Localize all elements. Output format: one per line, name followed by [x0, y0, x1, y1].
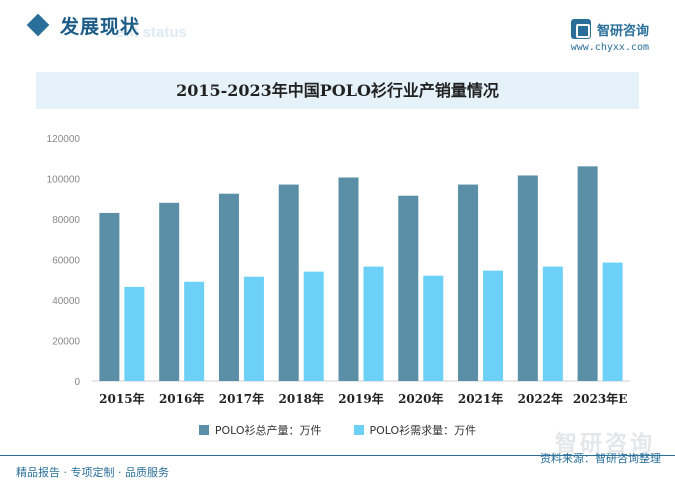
bar-production-8 — [577, 166, 598, 381]
bar-production-7 — [517, 175, 538, 381]
x-tick-label-7: 2022年 — [518, 391, 563, 406]
x-tick-label-8: 2023年E — [573, 391, 628, 406]
bar-demand-5 — [423, 275, 444, 381]
x-tick-label-3: 2018年 — [279, 391, 324, 406]
bar-demand-0 — [124, 286, 145, 381]
footer-source: 资料来源：智研咨询整理 — [540, 452, 661, 465]
brand-logo-icon — [570, 19, 591, 39]
bar-chart: 0 20000 40000 60000 80000 100000 120000 2015年 20… — [47, 134, 630, 406]
bar-demand-8 — [602, 262, 623, 381]
bar-demand-4 — [363, 266, 384, 381]
bar-production-4 — [338, 177, 359, 381]
bar-demand-2 — [243, 276, 264, 381]
legend-item-demand: POLO衫需求量：万件 — [353, 422, 477, 438]
bar-demand-1 — [184, 281, 205, 381]
brand: 智研咨询 — [570, 18, 649, 40]
bar-production-3 — [278, 184, 299, 381]
chart-title-bar: 2015-2023年中国POLO衫行业产销量情况 — [36, 72, 639, 109]
bar-production-2 — [218, 193, 239, 381]
x-tick-label-4: 2019年 — [338, 391, 383, 406]
footer-tagline: 精品报告 · 专项定制 · 品质服务 — [16, 466, 169, 479]
bar-production-1 — [159, 202, 180, 381]
section-subtitle: ent status — [116, 24, 187, 41]
y-tick-label-0: 0 — [74, 377, 80, 388]
legend: POLO衫总产量：万件 POLO衫需求量：万件 — [0, 420, 675, 440]
y-tick-label-1: 20000 — [52, 337, 80, 348]
brand-url: www.chyxx.com — [570, 42, 649, 53]
y-tick-label-6: 120000 — [47, 134, 81, 145]
bar-demand-3 — [303, 271, 324, 381]
y-tick-label-5: 100000 — [47, 175, 81, 186]
x-tick-label-1: 2016年 — [159, 391, 204, 406]
y-tick-label-3: 60000 — [52, 256, 80, 267]
x-tick-label-5: 2020年 — [398, 391, 443, 406]
header: ent status 发展现状 智研咨询 www.chyxx.com — [0, 0, 675, 62]
watermark-logo: 智研咨询 — [554, 432, 655, 457]
footer-divider — [0, 455, 675, 456]
x-tick-label-2: 2017年 — [219, 391, 264, 406]
brand-name: 智研咨询 — [596, 23, 649, 39]
section-title: 发展现状 — [60, 16, 141, 38]
bar-production-0 — [99, 212, 120, 381]
legend-swatch-demand — [353, 425, 364, 435]
diamond-icon — [26, 13, 50, 37]
y-tick-label-2: 40000 — [52, 296, 80, 307]
x-tick-label-6: 2021年 — [458, 391, 503, 406]
chart-title: 2015-2023年中国POLO衫行业产销量情况 — [176, 81, 499, 100]
legend-swatch-production — [198, 425, 209, 435]
x-tick-label-0: 2015年 — [99, 391, 144, 406]
bar-demand-6 — [483, 270, 504, 381]
bar-production-6 — [458, 184, 479, 381]
legend-label-demand: POLO衫需求量：万件 — [369, 424, 477, 437]
legend-label-production: POLO衫总产量：万件 — [214, 424, 322, 437]
legend-item-production: POLO衫总产量：万件 — [198, 422, 322, 438]
bar-demand-7 — [542, 266, 563, 381]
y-tick-label-4: 80000 — [52, 215, 80, 226]
bar-production-5 — [398, 195, 419, 381]
